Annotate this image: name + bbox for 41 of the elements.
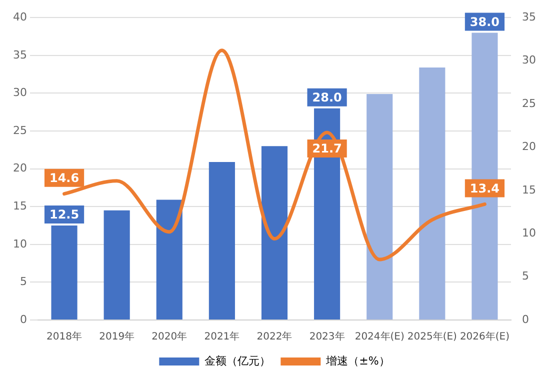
x-tick-label: 2018年 <box>46 330 82 343</box>
y-tick-label: 5 <box>20 275 27 288</box>
x-tick-label: 2023年 <box>309 330 345 343</box>
y2-tick-label: 10 <box>522 226 536 240</box>
y-tick-label: 10 <box>12 237 27 250</box>
x-tick-label: 2020年 <box>152 330 188 343</box>
data-label: 28.0 <box>312 90 342 104</box>
bar <box>104 210 130 320</box>
x-tick-label: 2022年 <box>256 330 292 343</box>
y-tick-label: 30 <box>12 86 27 100</box>
x-tick-label: 2019年 <box>99 330 135 343</box>
y2-tick-label: 20 <box>522 140 536 154</box>
y2-tick-label: 30 <box>522 54 536 67</box>
bar <box>156 200 182 320</box>
y2-tick-label: 15 <box>522 183 536 196</box>
y2-tick-label: 25 <box>522 96 536 110</box>
x-tick-label: 2021年 <box>204 330 240 343</box>
y-tick-label: 35 <box>12 48 27 62</box>
bar <box>419 67 446 320</box>
y2-tick-label: 0 <box>522 312 530 326</box>
y-tick-label: 20 <box>12 162 27 175</box>
x-tick-label: 2025年(E) <box>407 330 458 343</box>
x-tick-label: 2026年(E) <box>460 330 510 343</box>
data-label: 12.5 <box>49 208 80 222</box>
y-tick-label: 40 <box>12 10 27 24</box>
y-tick-label: 25 <box>12 124 27 137</box>
data-label: 38.0 <box>470 14 500 29</box>
data-label: 14.6 <box>49 170 80 185</box>
y-tick-label: 0 <box>20 312 27 326</box>
legend-label: 金额（亿元） <box>204 354 271 368</box>
bar <box>366 94 393 320</box>
y2-tick-label: 35 <box>522 10 536 24</box>
data-label: 13.4 <box>470 181 500 196</box>
y2-tick-label: 5 <box>522 270 530 283</box>
legend-label: 增速（±%） <box>325 354 390 368</box>
y-tick-label: 15 <box>12 199 27 212</box>
bar <box>261 146 288 320</box>
bar <box>51 226 78 320</box>
data-label: 21.7 <box>312 142 342 156</box>
bar <box>208 162 235 320</box>
x-tick-label: 2024年(E) <box>354 330 404 343</box>
